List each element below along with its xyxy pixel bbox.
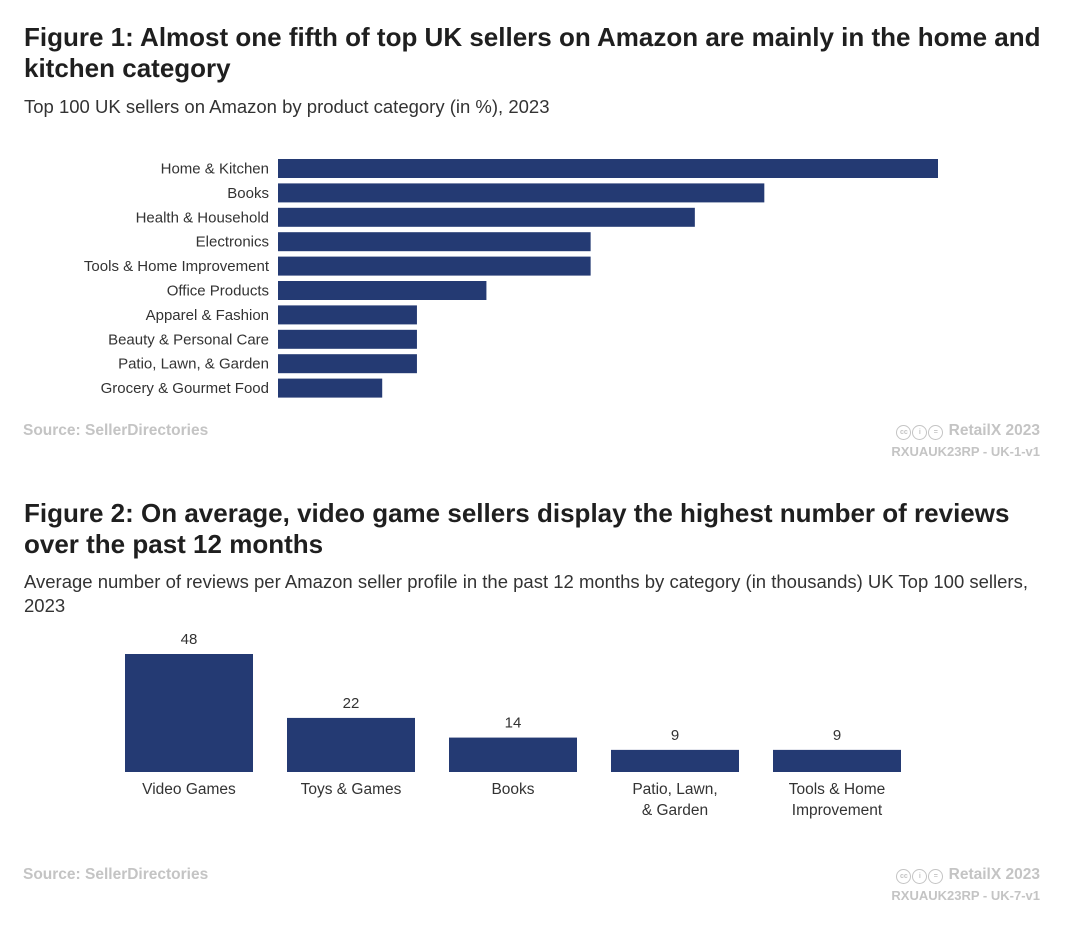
category-label: Electronics <box>196 234 269 251</box>
bar <box>278 159 938 178</box>
figure-2-subtitle: Average number of reviews per Amazon sel… <box>24 571 1028 616</box>
figure-1-credit: cc i = RetailX 2023 RXUAUK23RP - UK-1-v1 <box>891 420 1040 462</box>
figure-1: Figure 1: Almost one fifth of top UK sel… <box>23 22 1041 462</box>
category-label: Video Games <box>142 781 236 798</box>
creative-commons-icon: cc <box>896 425 912 440</box>
creative-commons-icon: cc <box>896 869 912 884</box>
figure-1-bar-chart: Home & Kitchen Books Health & Household Ele… <box>84 159 938 398</box>
bar <box>278 354 417 374</box>
figure-1-source: Source: SellerDirectories <box>23 422 209 439</box>
figure-2-credit-text: RetailX 2023 <box>948 866 1040 883</box>
data-label: 14 <box>505 715 522 732</box>
bar <box>278 305 417 325</box>
no-derivatives-icon: = <box>928 425 944 440</box>
figure-2-code: RXUAUK23RP - UK-7-v1 <box>891 888 1040 903</box>
no-derivatives-icon: = <box>928 869 944 884</box>
category-label: Toys & Games <box>301 781 402 798</box>
data-label: 9 <box>833 727 841 744</box>
bar <box>773 749 901 772</box>
figure-1-code: RXUAUK23RP - UK-1-v1 <box>891 444 1040 459</box>
category-label: Grocery & Gourmet Food <box>101 380 269 397</box>
category-label: Office Products <box>167 283 269 300</box>
bar <box>278 378 383 398</box>
category-label: Tools & Home Improvement <box>789 781 885 819</box>
figure-2-source: Source: SellerDirectories <box>23 866 209 883</box>
category-label: Health & Household <box>136 209 269 226</box>
bar <box>278 183 765 203</box>
bar <box>611 749 739 772</box>
bar <box>278 281 487 300</box>
category-label: Patio, Lawn, & Garden <box>118 356 269 373</box>
bar <box>287 717 415 772</box>
bar <box>278 329 417 349</box>
figure-2-credit: cc i = RetailX 2023 RXUAUK23RP - UK-7-v1 <box>891 864 1040 906</box>
data-label: 22 <box>343 695 360 712</box>
figure-2-title: Figure 2: On average, video game sellers… <box>24 498 1010 559</box>
figure-2-bar-chart: 48 Video Games 22 Toys & Games 14 Books 9 Patio… <box>125 631 901 819</box>
bar <box>125 654 253 772</box>
category-label: Books <box>227 185 269 202</box>
bar <box>278 256 591 276</box>
attribution-icon: i <box>912 869 928 884</box>
category-label: Beauty & Personal Care <box>108 331 269 348</box>
category-label: Home & Kitchen <box>161 161 269 178</box>
category-label: Books <box>491 781 534 798</box>
data-label: 9 <box>671 727 679 744</box>
figure-1-subtitle: Top 100 UK sellers on Amazon by product … <box>24 96 550 117</box>
bar <box>278 207 695 227</box>
figure-1-credit-text: RetailX 2023 <box>948 422 1040 439</box>
attribution-icon: i <box>912 425 928 440</box>
category-label: Tools & Home Improvement <box>84 258 270 275</box>
data-label: 48 <box>181 631 198 648</box>
figure-2: Figure 2: On average, video game sellers… <box>0 490 1080 930</box>
figure-1-title: Figure 1: Almost one fifth of top UK sel… <box>24 22 1041 83</box>
category-label: Apparel & Fashion <box>146 307 269 324</box>
category-label: Patio, Lawn, & Garden <box>632 781 717 819</box>
bar <box>449 737 577 772</box>
bar <box>278 232 591 252</box>
